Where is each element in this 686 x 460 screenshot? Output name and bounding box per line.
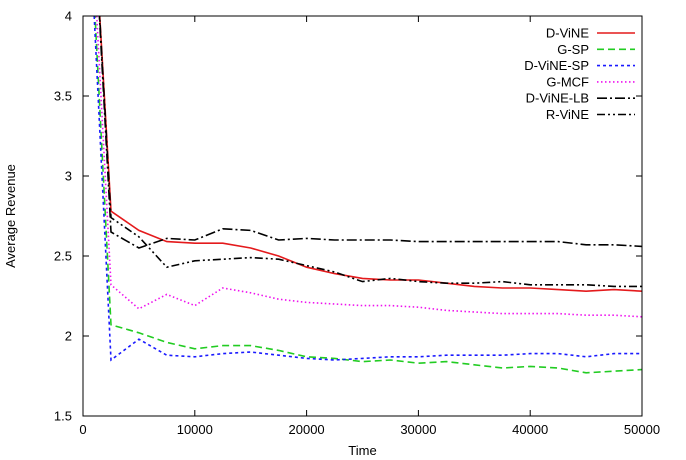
y-tick-label: 2.5 <box>54 249 72 264</box>
y-tick-label: 4 <box>65 9 72 24</box>
series-line-g-mcf <box>95 16 642 318</box>
y-tick-label: 3.5 <box>54 89 72 104</box>
series-line-d-vine-sp <box>93 16 642 362</box>
x-tick-label: 40000 <box>512 422 548 437</box>
series-line-d-vine <box>98 16 642 293</box>
y-tick-label: 2 <box>65 329 72 344</box>
x-tick-label: 10000 <box>177 422 213 437</box>
y-tick-label: 1.5 <box>54 409 72 424</box>
legend-label: D-ViNE-LB <box>526 91 589 106</box>
legend-label: R-ViNE <box>546 107 589 122</box>
plot-frame <box>82 15 643 417</box>
series-layer <box>93 16 642 374</box>
x-tick-label: 0 <box>79 422 86 437</box>
series-line-r-vine <box>98 16 642 288</box>
series-line-d-vine-lb <box>98 16 642 249</box>
legend-label: G-MCF <box>546 74 589 89</box>
y-tick-label: 3 <box>65 169 72 184</box>
x-axis-label: Time <box>348 443 376 458</box>
x-tick-label: 20000 <box>289 422 325 437</box>
y-axis-label: Average Revenue <box>3 164 18 268</box>
x-tick-label: 30000 <box>400 422 436 437</box>
legend-label: D-ViNE-SP <box>524 58 589 73</box>
axis-ticks: 0 10000 20000 30000 40000 50000 1.5 2 2.5 3 3.5 4 <box>54 9 660 438</box>
legend-label: G-SP <box>557 42 589 57</box>
x-tick-label: 50000 <box>624 422 660 437</box>
legend-label: D-ViNE <box>546 26 589 41</box>
